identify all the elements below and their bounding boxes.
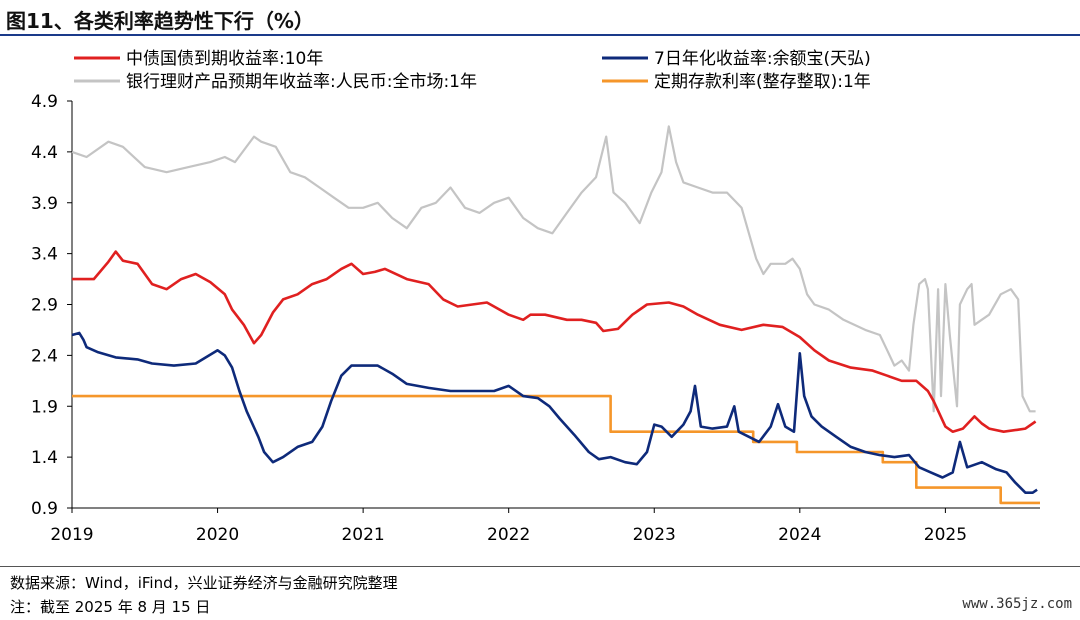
legend-label-1: 7日年化收益率:余额宝(天弘): [654, 49, 871, 69]
y-tick-label: 1.4: [31, 448, 58, 468]
data-source: 数据来源：Wind，iFind，兴业证券经济与金融研究院整理: [10, 574, 398, 592]
y-tick-label: 1.9: [31, 397, 58, 417]
x-tick-label: 2025: [924, 525, 967, 545]
y-tick-label: 0.9: [31, 499, 58, 519]
y-tick-label: 4.9: [31, 92, 58, 112]
legend: 中债国债到期收益率:10年 7日年化收益率:余额宝(天弘) 银行理财产品预期年收益率…: [74, 49, 871, 92]
x-tick-label: 2023: [633, 525, 676, 545]
footnote: 注：截至 2025 年 8 月 15 日: [10, 598, 211, 616]
axes: 0.9 1.4 1.9 2.4 2.9 3.4 3.9 4.4 4.9 2019 2020 2021 2…: [31, 92, 1040, 545]
series-line-1: [71, 331, 1038, 494]
x-tick-label: 2020: [196, 525, 239, 545]
legend-label-3: 定期存款利率(整存整取):1年: [654, 72, 871, 92]
y-tick-label: 4.4: [31, 143, 58, 163]
x-tick-label: 2024: [778, 525, 821, 545]
series-line-3: [72, 394, 1040, 505]
y-tick-label: 3.9: [31, 194, 58, 214]
legend-label-0: 中债国债到期收益率:10年: [126, 49, 323, 69]
plot-area: [71, 125, 1040, 505]
series-line-0: [72, 250, 1037, 433]
x-tick-label: 2021: [341, 525, 384, 545]
chart-title: 图11、各类利率趋势性下行（%）: [6, 9, 314, 33]
x-tick-label: 2022: [487, 525, 530, 545]
watermark: www.365jz.com: [962, 596, 1072, 612]
title-bar: 图11、各类利率趋势性下行（%）: [0, 0, 1080, 36]
y-tick-label: 2.9: [31, 296, 58, 316]
footer-divider: [0, 566, 1080, 567]
line-chart: 中债国债到期收益率:10年 7日年化收益率:余额宝(天弘) 银行理财产品预期年收益率…: [31, 49, 1040, 545]
series-line-2: [71, 125, 1036, 413]
legend-label-2: 银行理财产品预期年收益率:人民币:全市场:1年: [126, 72, 477, 92]
y-tick-label: 2.4: [31, 346, 58, 366]
x-tick-label: 2019: [50, 525, 93, 545]
y-tick-label: 3.4: [31, 245, 58, 265]
